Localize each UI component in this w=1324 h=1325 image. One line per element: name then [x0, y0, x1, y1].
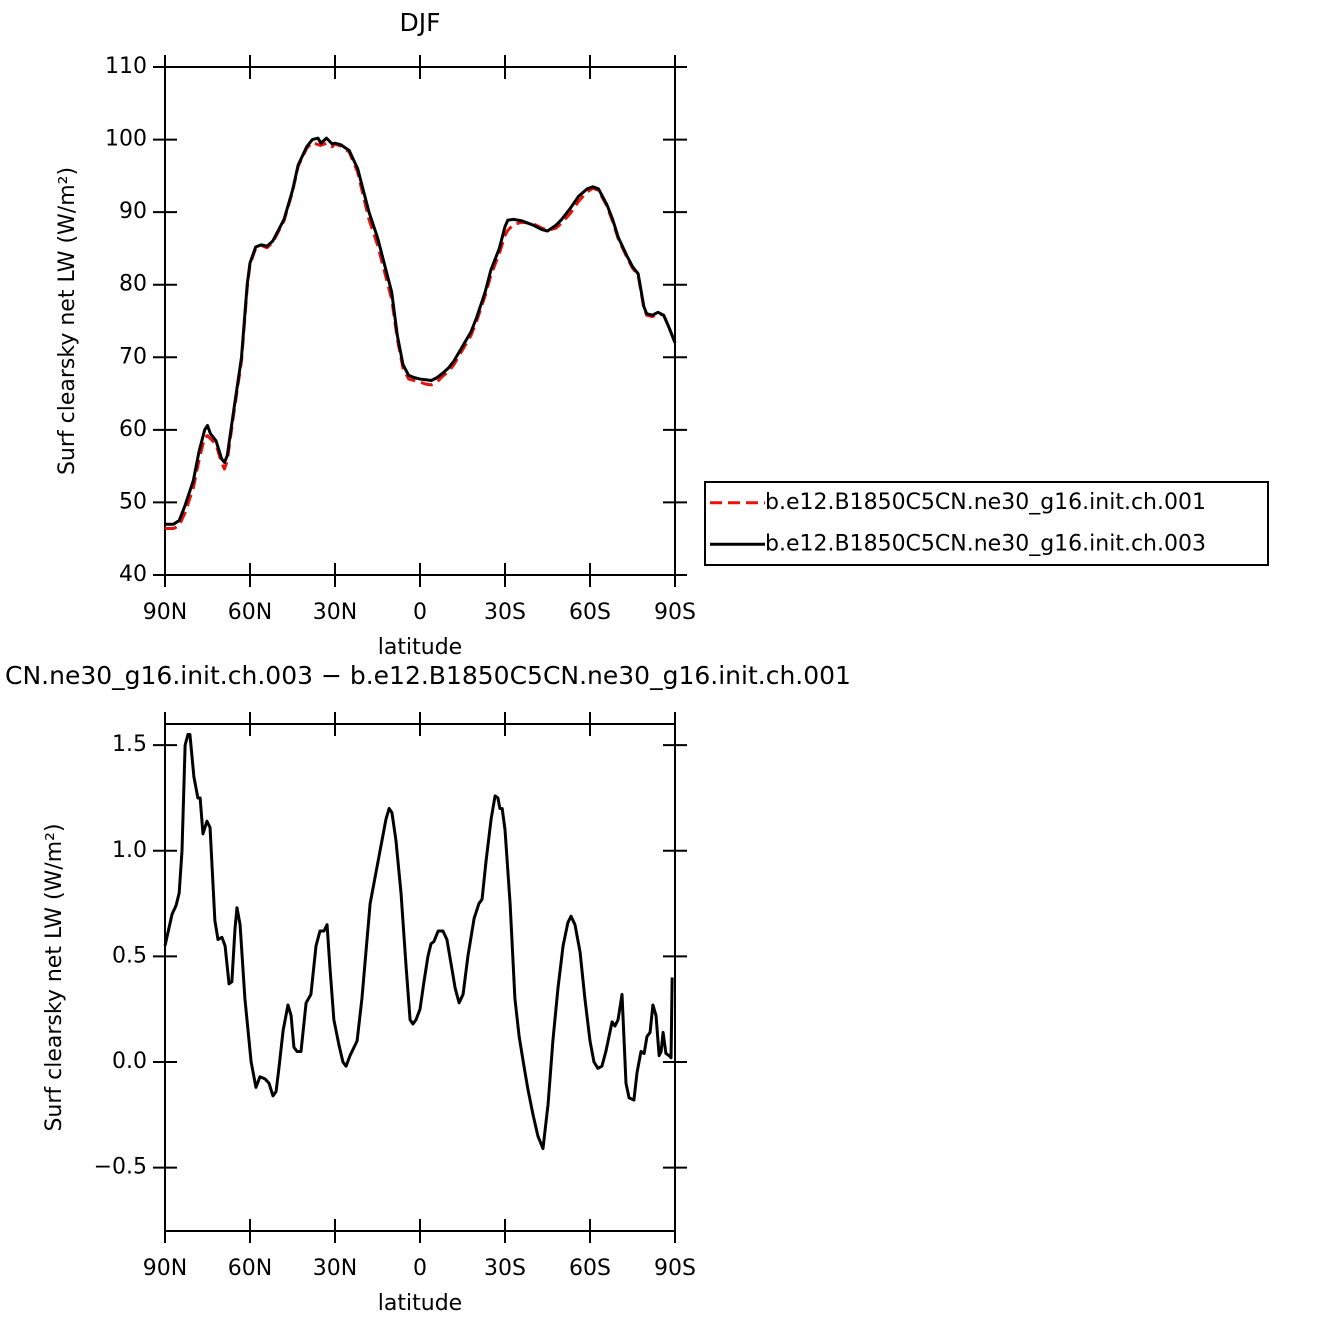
y-axis-label: Surf clearsky net LW (W/m²) [42, 823, 67, 1131]
y-tick-label: −0.5 [94, 1155, 147, 1180]
x-tick-label: 60N [228, 1256, 272, 1281]
x-tick-label: 60N [228, 600, 272, 625]
x-tick-label: 60S [569, 1256, 611, 1281]
x-tick-label: 30S [484, 1256, 526, 1281]
x-tick-label: 90N [143, 600, 187, 625]
x-tick-label: 90S [654, 600, 696, 625]
data-line [165, 140, 677, 531]
chart-title: CN.ne30_g16.init.ch.003 − b.e12.B1850C5C… [5, 661, 851, 690]
y-tick-label: 100 [105, 127, 147, 152]
x-axis-label: latitude [378, 635, 462, 660]
y-tick-label: 70 [119, 344, 147, 369]
y-tick-label: 1.5 [112, 732, 147, 757]
y-tick-label: 110 [105, 54, 147, 79]
x-tick-label: 60S [569, 600, 611, 625]
x-tick-label: 0 [413, 600, 427, 625]
plot-frame [164, 723, 676, 1232]
data-line [163, 733, 674, 1151]
x-tick-label: 30N [313, 1256, 357, 1281]
y-tick-label: 80 [119, 272, 147, 297]
y-tick-label: 1.0 [112, 838, 147, 863]
x-tick-label: 30S [484, 600, 526, 625]
y-tick-label: 40 [119, 562, 147, 587]
legend-box [704, 481, 1269, 566]
y-tick-label: 90 [119, 199, 147, 224]
y-tick-label: 50 [119, 489, 147, 514]
y-tick-label: 0.5 [112, 943, 147, 968]
y-tick-label: 0.0 [112, 1049, 147, 1074]
x-tick-label: 90N [143, 1256, 187, 1281]
x-tick-label: 90S [654, 1256, 696, 1281]
x-tick-label: 0 [413, 1256, 427, 1281]
plot-frame [164, 66, 676, 576]
x-tick-label: 30N [313, 600, 357, 625]
data-line [165, 136, 677, 526]
y-axis-label: Surf clearsky net LW (W/m²) [55, 167, 80, 475]
legend-label: b.e12.B1850C5CN.ne30_g16.init.ch.003 [765, 531, 1206, 556]
y-tick-label: 60 [119, 417, 147, 442]
chart-title: DJF [399, 8, 440, 37]
x-axis-label: latitude [378, 1291, 462, 1316]
legend-label: b.e12.B1850C5CN.ne30_g16.init.ch.001 [765, 490, 1206, 515]
